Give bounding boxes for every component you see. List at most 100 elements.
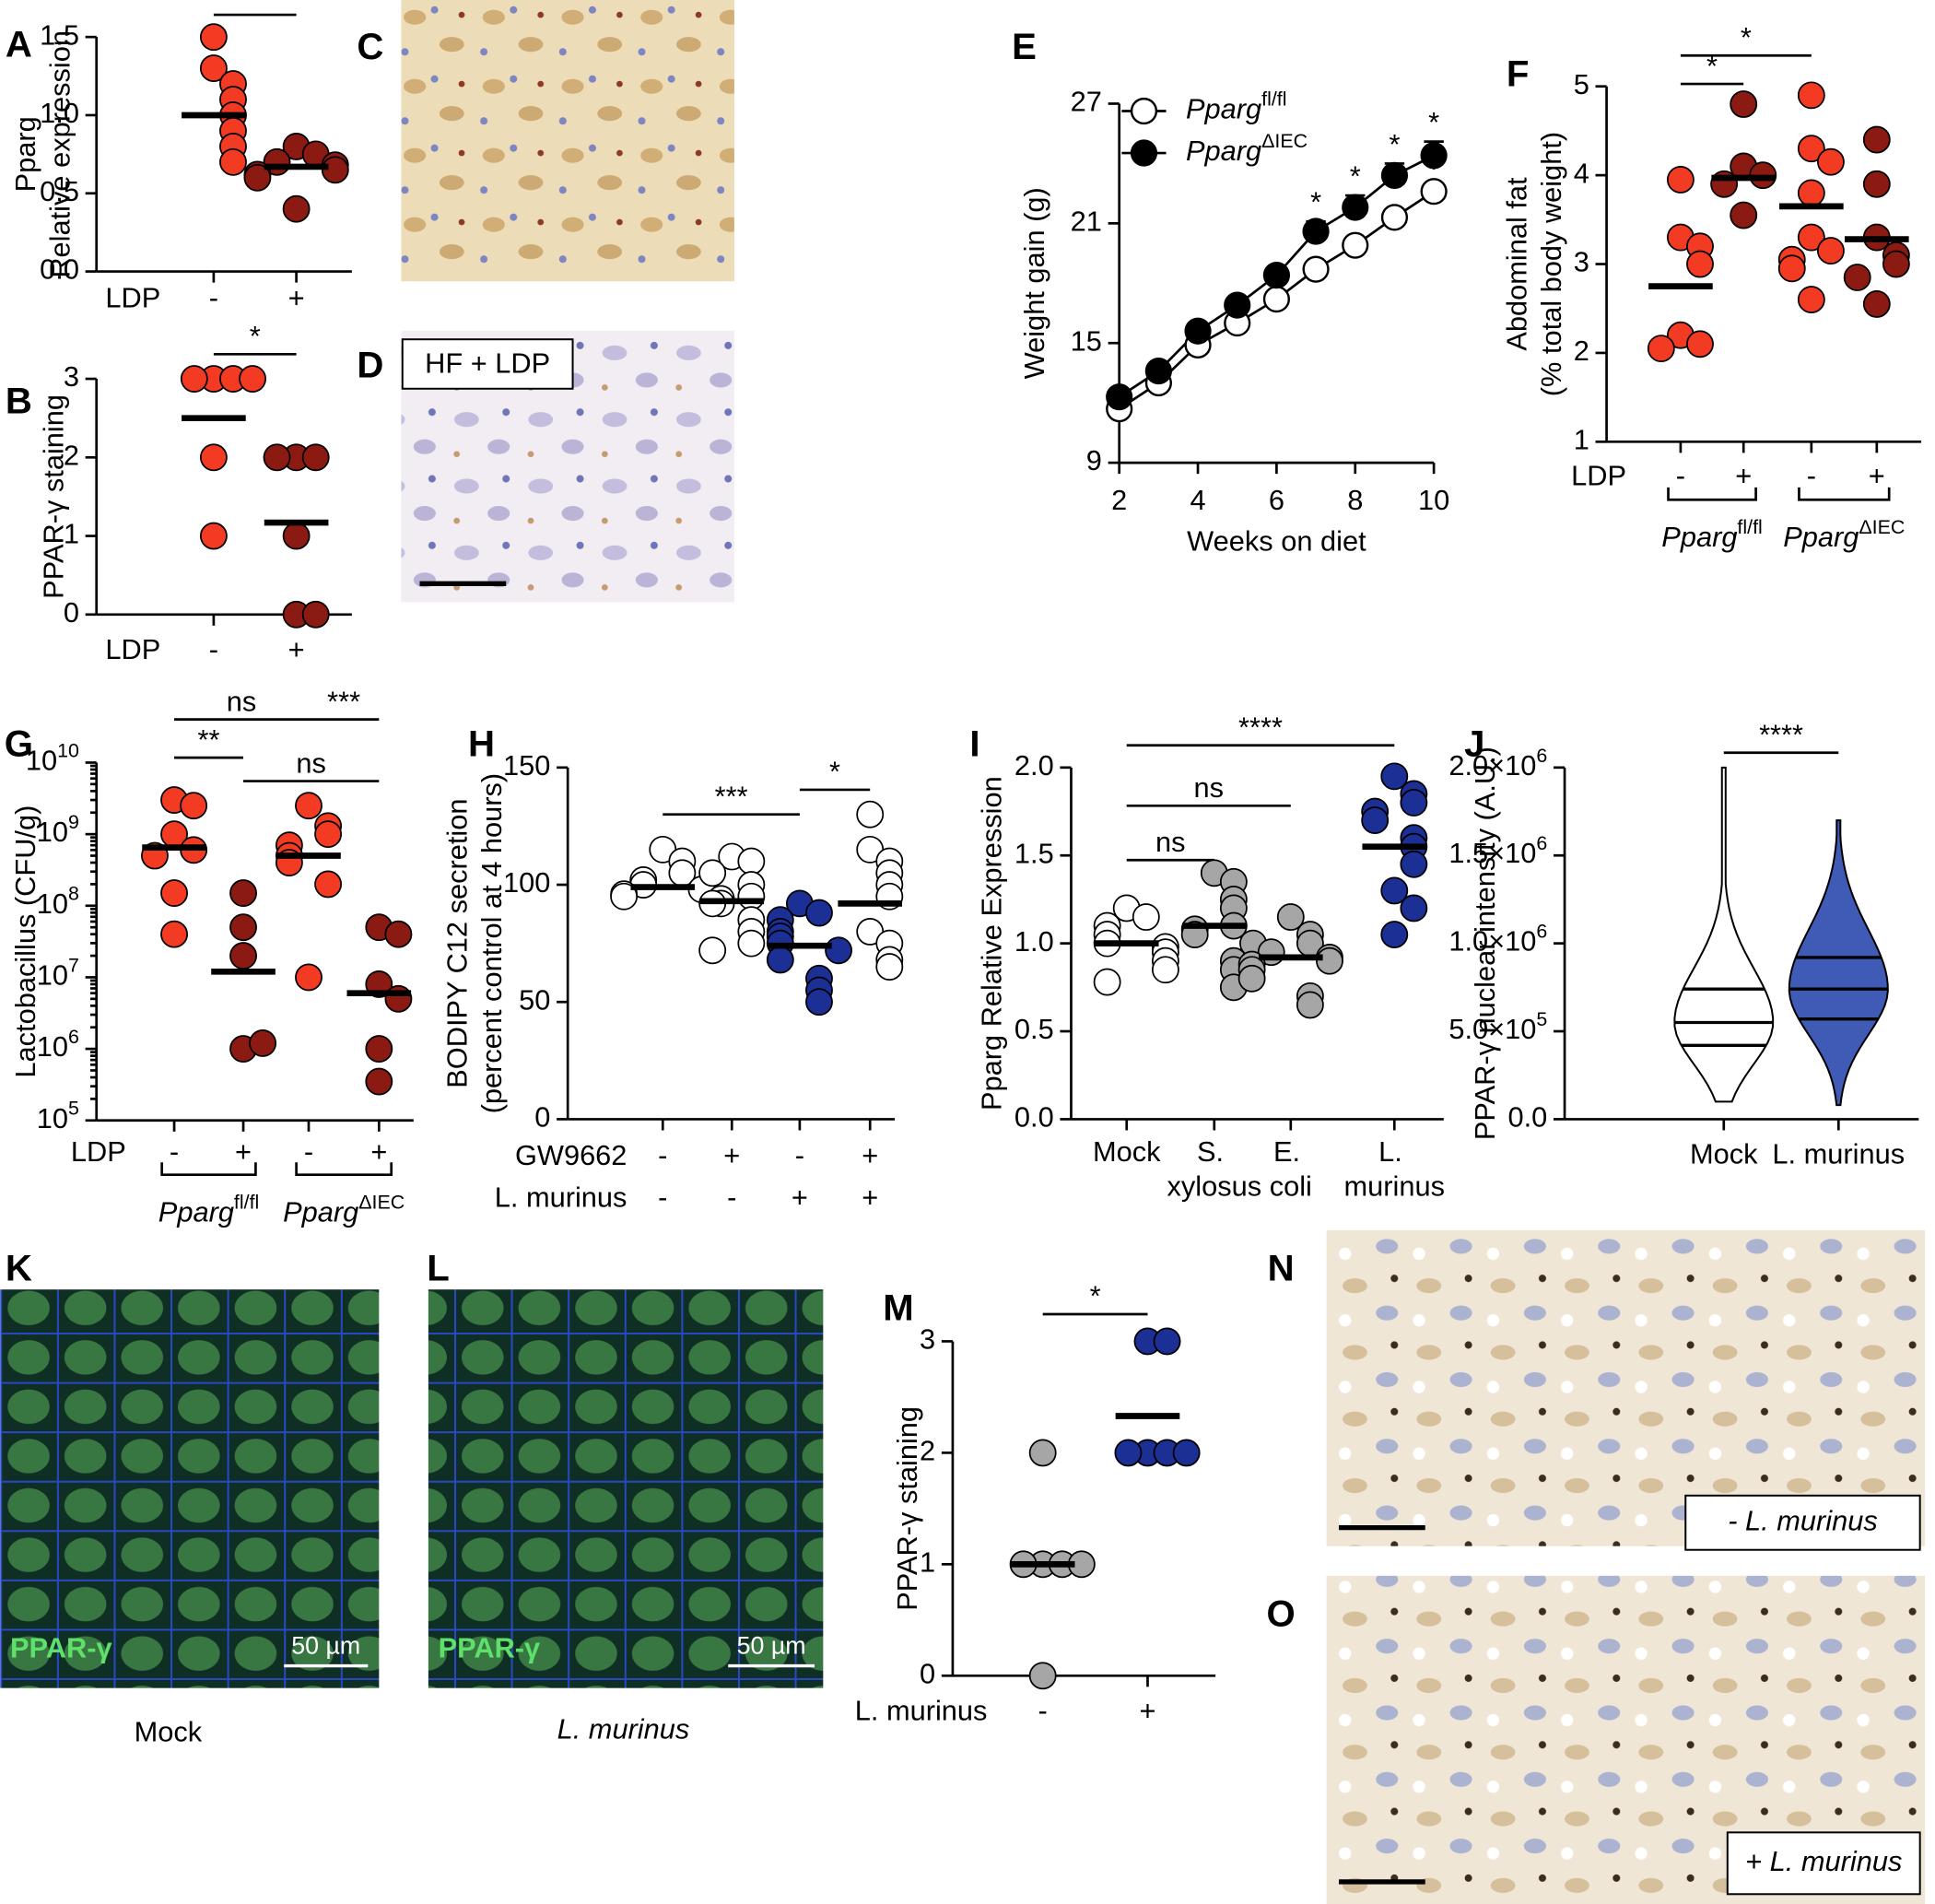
dot [314,820,343,849]
x-tick-label: + [288,282,305,314]
chart: 9 15 21 27 Weight gain (g) 2 4 6 8 10 Weeks on die… [1018,86,1449,558]
y-tick-label: 150 [503,749,550,782]
x-tick-label: + [370,1135,387,1168]
y-tick-label: 0.5 [40,175,79,207]
legend-marker [1130,139,1158,167]
group-label: PpargΔIEC [1783,516,1905,554]
dot [825,936,853,965]
scale-label: 50 µm [737,1632,806,1660]
x-tick-label: Mock [1690,1138,1758,1170]
y-tick-label: 2 [920,1435,935,1467]
panel-letter: O [1266,1593,1295,1635]
dot [1153,1327,1181,1356]
dot [1276,903,1305,931]
dot [229,942,257,970]
dot [1647,335,1675,363]
sig-label: ** [244,0,266,13]
y-tick-label: 0.5 [1014,1013,1054,1045]
dot [263,443,291,472]
violin [1673,766,1775,1103]
y-tick-label: 3 [920,1323,935,1356]
panel-letter: C [357,26,383,67]
dot [698,859,727,887]
point [1184,317,1212,345]
image-label: + L. murinus [1745,1845,1902,1877]
dot [856,800,885,829]
y-axis-label: Weight gain (g) [1018,187,1050,379]
dot [1777,254,1806,283]
group-bracket [1798,487,1891,501]
legend-name: Pparg [1186,93,1261,125]
x-tick-label: 2 [1111,484,1127,516]
group-label: Ppargfl/fl [1661,516,1763,554]
image-l: PPAR-γ 50 µm L. murinus [428,1289,824,1745]
y-tick-label: 2.0 [1014,749,1054,782]
y-tick-label: 27 [1071,86,1102,118]
panel-letter: N [1268,1248,1295,1289]
group-name: Pparg [1783,521,1859,553]
dot [365,1067,393,1096]
group-bracket [160,1162,257,1177]
y-axis-label: BODIPY C12 secretion [440,799,473,1088]
group-sup: ΔIEC [1859,516,1905,538]
x-tick-label: 8 [1347,484,1363,516]
y-tick-label: 0 [920,1657,935,1689]
dot [321,156,349,184]
x-tick-label: + [862,1181,878,1214]
dot [199,443,228,472]
image-caption: Mock [135,1715,203,1747]
dot [199,23,228,52]
dot [1380,876,1409,905]
dot [239,365,267,393]
y-tick-label: 100 [503,866,550,899]
y-tick-label: 0 [64,596,79,629]
x-tick-label: - [304,1135,313,1168]
dot [1797,223,1825,252]
scale-label: 50 µm [291,1632,360,1660]
point [1224,291,1251,319]
dot [282,194,311,223]
y-tick-label: 108 [37,882,79,920]
dot [1730,201,1758,229]
y-tick-label: 3 [1574,246,1589,278]
x-tick-label: 6 [1269,484,1284,516]
y-axis-label: PPAR-γ staining [38,394,70,599]
y-tick-label: 2 [64,439,79,471]
y-tick-label: 1.5×106 [1448,832,1547,870]
point [1144,357,1172,385]
y-tick-label: 5 [1574,68,1589,100]
dot [160,879,188,908]
dot [1400,789,1428,817]
dot [1817,147,1845,176]
dot [1666,166,1695,194]
legend-sup: ΔIEC [1261,130,1308,152]
x-tick-label: S. xylosus [1167,1135,1261,1202]
x-tick-label: - [1807,459,1816,491]
dot [1797,81,1825,110]
y-tick-label: 3 [64,360,79,393]
dot [737,929,766,958]
dot [295,792,322,820]
sig-label: * [829,756,840,788]
chart: 105 106 107 108 109 1010 Lactobacillus (CFU/g)… [9,685,414,1228]
x-tick-label: - [795,1139,804,1171]
point [1380,204,1409,231]
stain-label: PPAR-γ [10,1631,112,1663]
dot [1686,250,1714,278]
x-tick-label: E. coli [1270,1135,1312,1202]
dot [1132,903,1160,931]
dot [229,879,257,908]
dot [1151,956,1179,984]
chart: 0 50 100 150 BODIPY C12 secretion (percent co… [440,749,904,1214]
legend-sup: fl/fl [1261,88,1286,110]
x-tick-label: - [209,633,218,665]
x-row-name: LDP [105,282,160,314]
annotation: * [1428,106,1439,138]
y-tick-label: 21 [1071,205,1102,237]
x-row-name: L. murinus [495,1181,627,1214]
group-sup: fl/fl [234,1191,259,1213]
y-tick-label: 109 [37,811,79,849]
dot [698,936,727,965]
